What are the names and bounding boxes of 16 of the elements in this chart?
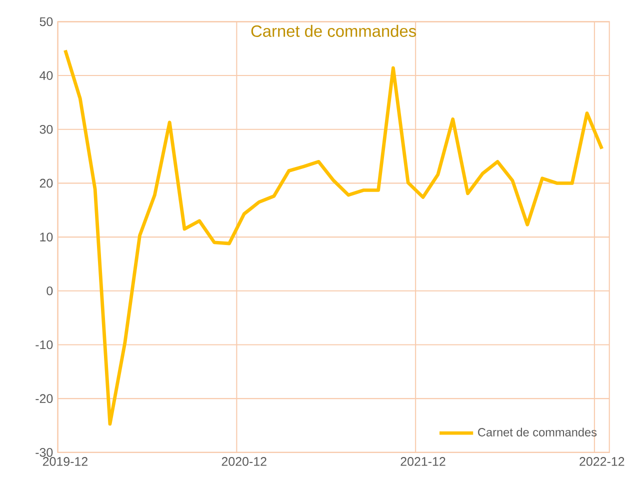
y-tick-label: 30 [40, 125, 53, 134]
y-tick-label: -20 [36, 394, 53, 404]
y-tick-label: -30 [36, 448, 53, 457]
x-tick-label: 2020-12 [222, 457, 266, 466]
y-tick-label: 50 [40, 17, 53, 26]
x-tick-label: 2019-12 [42, 457, 88, 466]
y-tick-label: 20 [40, 178, 53, 188]
y-tick-label: 10 [40, 232, 53, 242]
x-tick-label: 2022-12 [580, 457, 624, 466]
y-tick-label: -10 [36, 340, 53, 350]
y-tick-label: 0 [46, 286, 53, 296]
x-tick-label: 2021-12 [400, 457, 446, 466]
line-series [64, 48, 604, 426]
legend-label: Carnet de commandes [478, 428, 597, 437]
chart-title: Carnet de commandes [251, 25, 416, 38]
y-tick-label: 40 [40, 71, 53, 80]
